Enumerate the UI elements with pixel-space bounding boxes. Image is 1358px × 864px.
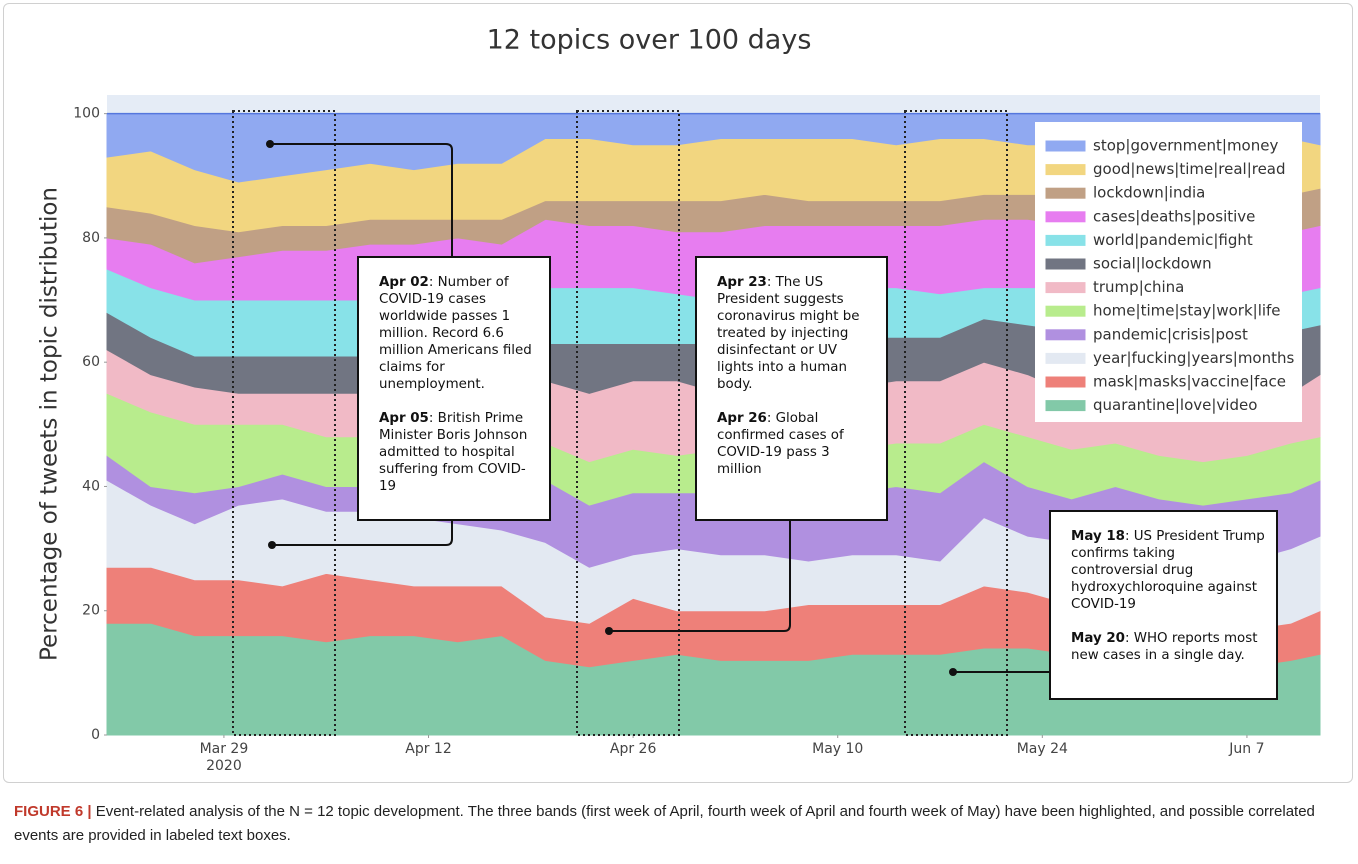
legend-label: quarantine|love|video [1093,396,1257,414]
annotation-item: Apr 05: British Prime Minister Boris Joh… [379,410,539,495]
connector-dot [949,668,957,676]
connector-dot [266,140,274,148]
annotation-date: Apr 23 [717,275,767,290]
legend-swatch [1045,140,1086,152]
annotation-date: Apr 26 [717,411,767,426]
caption-text: Event-related analysis of the N = 12 top… [14,803,1315,844]
legend-label: social|lockdown [1093,255,1212,273]
annotation-text: : British Prime Minister Boris Johnson a… [379,411,528,494]
y-tick-label: 100 [73,106,100,122]
chart-title: 12 topics over 100 days [487,25,812,56]
x-tick-label: Apr 26 [610,741,657,757]
legend-label: good|news|time|real|read [1093,160,1286,178]
legend-label: cases|deaths|positive [1093,207,1255,225]
annotation-item: Apr 02: Number of COVID-19 cases worldwi… [379,274,539,393]
annotation-date: Apr 05 [379,411,429,426]
annotation-item: May 18: US President Trump confirms taki… [1071,528,1266,613]
x-tick-label: Apr 12 [405,741,451,757]
connector [270,143,453,258]
legend-swatch [1045,400,1086,412]
annotation-text: : The US President suggests coronavirus … [717,275,860,392]
annotation-text: : WHO reports most new cases in a single… [1071,631,1258,663]
legend-label: trump|china [1093,278,1184,296]
caption: FIGURE 6 | Event-related analysis of the… [14,800,1344,848]
legend-label: year|fucking|years|months [1093,349,1295,367]
annotation-text: : Global confirmed cases of COVID-19 pas… [717,411,844,477]
legend-swatch [1045,258,1086,270]
highlight-band [576,110,680,736]
legend-swatch [1045,329,1086,341]
chart-frame [3,3,1353,783]
legend: stop|government|money good|news|time|real… [1035,122,1302,422]
highlight-band [904,110,1008,736]
connector-dot [605,627,613,635]
y-tick-label: 20 [82,603,100,619]
y-axis-label: Percentage of tweets in topic distributi… [37,187,63,661]
x-tick-label: May 24 [1017,741,1068,757]
legend-label: world|pandemic|fight [1093,231,1253,249]
annotation-box: Apr 23: The US President suggests corona… [695,256,888,521]
legend-label: home|time|stay|work|life [1093,302,1281,320]
y-tick-label: 80 [82,230,100,246]
x-tick-label: Mar 29 [200,741,249,757]
annotation-text: : US President Trump confirms taking con… [1071,529,1265,612]
annotation-box: Apr 02: Number of COVID-19 cases worldwi… [357,256,551,521]
legend-label: stop|government|money [1093,137,1278,155]
x-year-label: 2020 [206,758,242,774]
annotation-text: : Number of COVID-19 cases worldwide pas… [379,275,532,392]
annotation-box: May 18: US President Trump confirms taki… [1049,510,1278,700]
caption-label: FIGURE 6 | [14,803,92,820]
x-tick-label: Jun 7 [1228,741,1264,757]
legend-label: lockdown|india [1093,184,1205,202]
legend-swatch [1045,211,1086,223]
connector-dot [268,541,276,549]
annotation-item: Apr 26: Global confirmed cases of COVID-… [717,410,876,478]
y-tick-label: 0 [91,727,100,743]
legend-swatch [1045,282,1086,294]
annotation-date: Apr 02 [379,275,429,290]
annotation-item: Apr 23: The US President suggests corona… [717,274,876,393]
highlight-band [232,110,336,736]
connector [272,519,453,546]
legend-swatch [1045,376,1086,388]
y-tick-label: 60 [82,354,100,370]
annotation-item: May 20: WHO reports most new cases in a … [1071,630,1266,664]
x-tick-label: May 10 [812,741,863,757]
legend-label: mask|masks|vaccine|face [1093,373,1286,391]
legend-swatch [1045,187,1086,199]
legend-swatch [1045,352,1086,364]
annotation-date: May 18 [1071,529,1125,544]
legend-swatch [1045,164,1086,176]
legend-label: pandemic|crisis|post [1093,325,1248,343]
legend-swatch [1045,234,1086,246]
legend-swatch [1045,305,1086,317]
y-tick-label: 40 [82,478,100,494]
annotation-date: May 20 [1071,631,1125,646]
connector [609,519,791,632]
